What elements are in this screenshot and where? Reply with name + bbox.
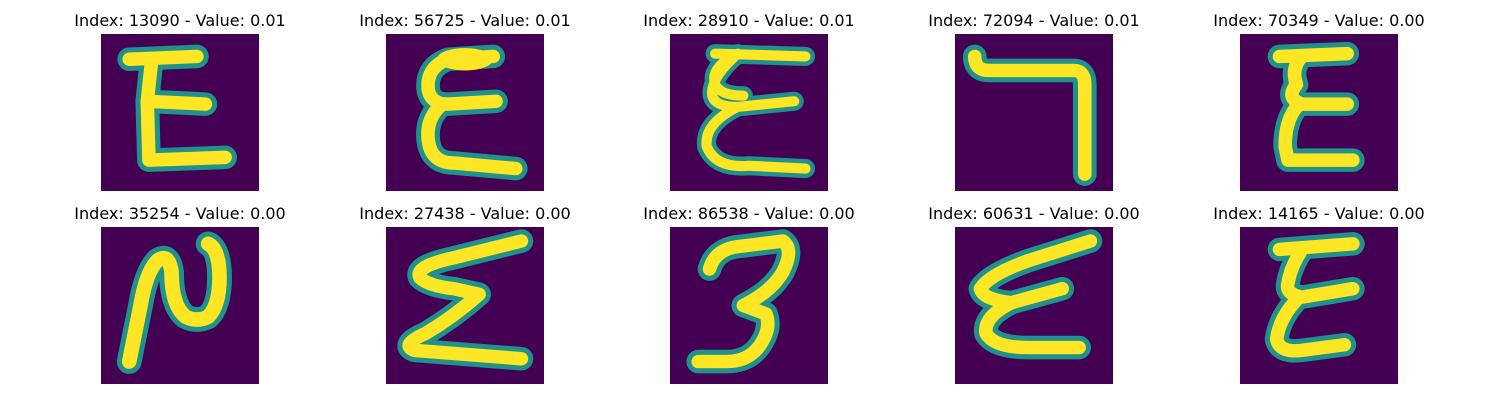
panel-title: Index: 86538 - Value: 0.00 [643,204,855,223]
digit-image [670,34,828,191]
panel-title: Index: 56725 - Value: 0.01 [359,11,571,30]
panel-7: Index: 86538 - Value: 0.00 [619,204,879,389]
digit-image [101,34,259,191]
panel-9: Index: 14165 - Value: 0.00 [1189,204,1449,389]
panel-3: Index: 72094 - Value: 0.01 [904,11,1164,196]
panel-title: Index: 14165 - Value: 0.00 [1213,204,1425,223]
panel-6: Index: 27438 - Value: 0.00 [335,204,595,389]
panel-title: Index: 28910 - Value: 0.01 [643,11,855,30]
digit-image [955,34,1113,191]
panel-title: Index: 27438 - Value: 0.00 [359,204,571,223]
panel-2: Index: 28910 - Value: 0.01 [619,11,879,196]
panel-4: Index: 70349 - Value: 0.00 [1189,11,1449,196]
panel-8: Index: 60631 - Value: 0.00 [904,204,1164,389]
digit-image [955,227,1113,384]
panel-1: Index: 56725 - Value: 0.01 [335,11,595,196]
digit-image [1240,227,1398,384]
panel-title: Index: 13090 - Value: 0.01 [74,11,286,30]
panel-5: Index: 35254 - Value: 0.00 [50,204,310,389]
panel-title: Index: 70349 - Value: 0.00 [1213,11,1425,30]
digit-image [101,227,259,384]
panel-title: Index: 72094 - Value: 0.01 [928,11,1140,30]
panel-title: Index: 60631 - Value: 0.00 [928,204,1140,223]
digit-image [386,34,544,191]
panel-0: Index: 13090 - Value: 0.01 [50,11,310,196]
digit-image [386,227,544,384]
digit-image [670,227,828,384]
panel-title: Index: 35254 - Value: 0.00 [74,204,286,223]
digit-image [1240,34,1398,191]
